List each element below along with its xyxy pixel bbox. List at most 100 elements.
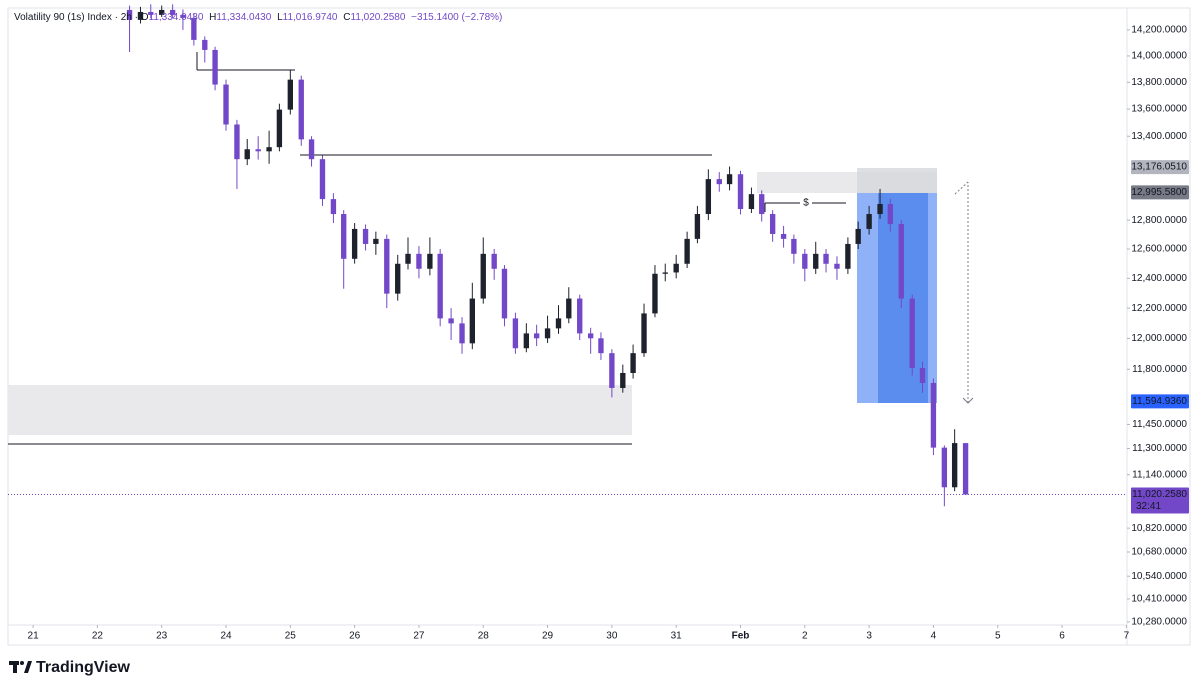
brand: TradingView — [36, 659, 131, 676]
candle-body — [855, 228, 861, 244]
y-tick-label: 12,200.0000 — [1131, 303, 1187, 314]
candle-body — [909, 298, 915, 369]
price-label: 11,020.2580 — [1132, 489, 1187, 500]
x-tick-label: 24 — [220, 631, 232, 642]
candle-body — [780, 233, 787, 239]
candle-body — [748, 194, 755, 210]
candle-body — [716, 179, 722, 185]
candle-body — [298, 79, 304, 140]
chart-frame — [7, 7, 1191, 646]
candle-body — [951, 443, 958, 488]
candle-body — [191, 17, 197, 40]
candle-body — [234, 124, 240, 160]
ohlc-value: 11,016.9740 — [282, 12, 338, 23]
candle-body — [737, 174, 744, 210]
candle-body — [866, 214, 872, 229]
y-tick-label: 10,680.0000 — [1131, 547, 1187, 558]
candle-body — [533, 333, 540, 339]
logo — [9, 661, 32, 673]
y-tick-label: 14,000.0000 — [1131, 51, 1187, 62]
price-label: 12,995.5800 — [1131, 187, 1187, 198]
candle-body — [813, 253, 819, 269]
candle-body — [448, 318, 454, 324]
candle-body — [459, 323, 465, 344]
candle-body — [341, 214, 347, 259]
price-label: 11,594.9360 — [1132, 396, 1187, 407]
candle-body — [684, 238, 690, 264]
price-label: 13,176.0510 — [1131, 162, 1187, 173]
x-tick-label: 22 — [92, 631, 104, 642]
y-tick-label: 11,450.0000 — [1132, 419, 1187, 430]
candle-body — [202, 39, 208, 50]
x-tick-label: 31 — [671, 631, 683, 642]
candle-body — [662, 272, 668, 274]
x-tick-label: 7 — [1124, 631, 1130, 642]
ohlc-key: C — [343, 12, 351, 23]
price-label-box — [1131, 487, 1189, 514]
candle-body — [652, 273, 658, 314]
x-tick-label: 6 — [1059, 631, 1065, 642]
candle-body — [330, 199, 337, 215]
arrow — [962, 397, 974, 404]
x-tick-label: 29 — [542, 631, 554, 642]
candle-body — [212, 49, 218, 85]
candle-body — [898, 224, 904, 299]
price-label-box — [1131, 160, 1189, 175]
candle-body — [276, 109, 283, 148]
annotation: $ — [803, 198, 809, 209]
candle-body — [919, 368, 926, 383]
y-tick-label: 14,200.0000 — [1131, 25, 1187, 36]
candle-body — [566, 298, 572, 319]
candle-body — [501, 268, 508, 319]
candle-body — [587, 333, 594, 339]
candle-body — [148, 11, 154, 15]
ohlc-key: L — [277, 12, 283, 23]
x-tick-label: 28 — [478, 631, 490, 642]
y-tick-label: 11,140.0000 — [1132, 469, 1187, 480]
candle-body — [126, 9, 133, 20]
y-tick-label: 12,600.0000 — [1131, 244, 1187, 255]
ohlc-value: 11,334.0430 — [216, 12, 272, 23]
y-tick-label: 12,000.0000 — [1131, 333, 1187, 344]
candle-body — [395, 263, 401, 294]
candle-body — [930, 382, 937, 448]
candle-body — [823, 253, 829, 264]
candle-body — [427, 253, 433, 269]
candle-body — [512, 318, 519, 349]
ohlc-key: H — [209, 12, 217, 23]
y-tick-label: 13,800.0000 — [1131, 77, 1187, 88]
y-tick-label: 10,820.0000 — [1131, 523, 1187, 534]
candle-body — [491, 253, 497, 269]
candle-body — [802, 253, 808, 269]
candle-body — [641, 313, 647, 354]
symbol: Volatility 90 (1s) Index · 2h · — [14, 12, 138, 23]
candle-body — [351, 228, 358, 259]
candle-body — [598, 338, 604, 354]
candle-body — [244, 149, 250, 160]
candle-body — [480, 253, 486, 299]
header: Volatility 90 (1s) Index · 2h · O11,334.… — [14, 12, 505, 23]
candle-body — [180, 14, 186, 18]
price-label-box — [1131, 185, 1189, 200]
candle-body — [405, 253, 411, 264]
y-tick-label: 10,540.0000 — [1131, 571, 1187, 582]
y-tick-label: 11,300.0000 — [1132, 443, 1187, 454]
candle-body — [159, 9, 165, 15]
y-tick-label: 12,800.0000 — [1131, 215, 1187, 226]
ohlc-value: 11,020.2580 — [350, 12, 406, 23]
candle-body — [769, 214, 776, 234]
candle-body — [834, 263, 840, 269]
candle-body — [266, 147, 272, 152]
x-tick-label: Feb — [732, 631, 750, 642]
candle-body — [694, 214, 701, 239]
y-tick-label: 12,400.0000 — [1131, 273, 1187, 284]
candle-body — [630, 353, 636, 373]
candle-body — [877, 204, 883, 215]
ohlc-value: 11,334.0430 — [148, 12, 204, 23]
candle-body — [373, 238, 379, 244]
candle-body — [255, 149, 261, 152]
x-tick-label: 21 — [28, 631, 40, 642]
candle-body — [223, 84, 229, 125]
